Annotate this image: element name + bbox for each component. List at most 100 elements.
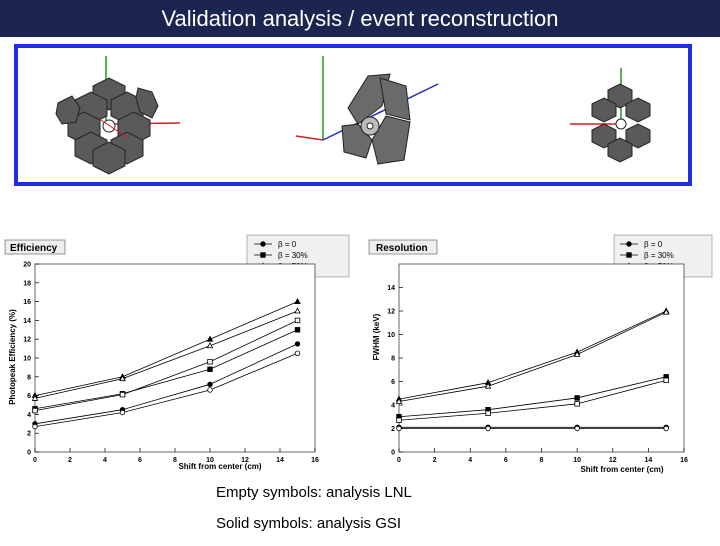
efficiency-data-point bbox=[294, 307, 301, 314]
resolution-xtick-label: 6 bbox=[504, 457, 508, 464]
efficiency-data-point bbox=[207, 387, 213, 393]
resolution-series-line-5 bbox=[398, 311, 667, 402]
efficiency-series-line-4 bbox=[34, 301, 298, 396]
resolution-ylabel: FWHM (keV) bbox=[372, 313, 381, 360]
note-solid-symbols: Solid symbols: analysis GSI bbox=[216, 515, 402, 532]
efficiency-data-point bbox=[294, 317, 301, 324]
efficiency-data-point bbox=[206, 335, 214, 342]
efficiency-data-point bbox=[32, 407, 38, 414]
resolution-legend-marker bbox=[626, 241, 632, 247]
efficiency-data-point bbox=[294, 297, 301, 304]
efficiency-data-point bbox=[32, 423, 38, 430]
efficiency-xtick-label: 12 bbox=[241, 457, 249, 464]
efficiency-ytick-label: 12 bbox=[23, 337, 31, 344]
resolution-title: Resolution bbox=[376, 243, 428, 254]
resolution-xtick-label: 8 bbox=[540, 457, 544, 464]
analysis-notes: Empty symbols: analysis LNL Solid symbol… bbox=[216, 484, 412, 546]
efficiency-legend-label: β = 0 bbox=[278, 240, 297, 249]
resolution-legend-label: β = 30% bbox=[644, 251, 674, 260]
resolution-data-point bbox=[485, 425, 491, 432]
detector-renderings bbox=[55, 56, 651, 175]
efficiency-ytick-label: 8 bbox=[27, 374, 31, 381]
efficiency-ytick-label: 18 bbox=[23, 280, 31, 287]
resolution-xtick-label: 0 bbox=[397, 457, 401, 464]
resolution-xtick-label: 2 bbox=[433, 457, 437, 464]
efficiency-series-line-5 bbox=[34, 310, 298, 399]
resolution-legend-label: β = 0 bbox=[644, 240, 663, 249]
efficiency-ytick-label: 4 bbox=[27, 412, 31, 419]
efficiency-ytick-label: 16 bbox=[23, 299, 31, 306]
detector-renderings-panel bbox=[14, 44, 692, 186]
efficiency-data-point bbox=[119, 391, 126, 398]
resolution-title-box bbox=[368, 239, 438, 255]
resolution-ytick-label: 6 bbox=[391, 379, 395, 386]
note-empty-symbols: Empty symbols: analysis LNL bbox=[216, 484, 412, 501]
efficiency-data-point bbox=[207, 381, 213, 388]
resolution-data-point bbox=[574, 425, 580, 432]
efficiency-ytick-label: 20 bbox=[23, 262, 31, 269]
resolution-series-line-4 bbox=[398, 310, 667, 400]
efficiency-xtick-label: 16 bbox=[311, 457, 319, 464]
efficiency-data-point bbox=[119, 375, 126, 382]
resolution-ytick-label: 14 bbox=[387, 285, 395, 292]
resolution-legend-marker bbox=[626, 252, 632, 258]
efficiency-data-point bbox=[294, 327, 301, 333]
efficiency-data-point bbox=[294, 341, 301, 347]
efficiency-title-box bbox=[4, 239, 66, 255]
efficiency-data-point bbox=[294, 350, 301, 356]
efficiency-xtick-label: 4 bbox=[103, 457, 107, 464]
resolution-data-point bbox=[662, 308, 670, 315]
resolution-xtick-label: 4 bbox=[468, 457, 472, 464]
efficiency-chart: Efficiency β = 0β = 30%β = 50% 024681012… bbox=[2, 232, 354, 476]
resolution-data-point bbox=[396, 425, 402, 432]
efficiency-plot-area bbox=[34, 263, 316, 453]
resolution-data-point bbox=[663, 425, 669, 432]
resolution-ytick-label: 4 bbox=[391, 403, 395, 410]
efficiency-xtick-label: 0 bbox=[33, 457, 37, 464]
efficiency-ytick-label: 0 bbox=[27, 450, 31, 457]
resolution-ytick-label: 8 bbox=[391, 356, 395, 363]
efficiency-data-point bbox=[207, 359, 213, 365]
efficiency-xlabel: Shift from center (cm) bbox=[178, 462, 261, 471]
efficiency-ytick-label: 2 bbox=[27, 431, 31, 438]
resolution-data-point bbox=[663, 377, 669, 384]
resolution-series-line-3 bbox=[398, 379, 667, 421]
efficiency-xtick-label: 6 bbox=[138, 457, 142, 464]
detector-render-front-view bbox=[55, 56, 181, 175]
efficiency-series-line-1 bbox=[34, 352, 298, 428]
efficiency-xtick-label: 10 bbox=[206, 457, 214, 464]
resolution-ytick-label: 10 bbox=[387, 332, 395, 339]
efficiency-legend-label: β = 30% bbox=[278, 251, 308, 260]
resolution-chart: Resolution β = 0β = 30%β = 50% 024681012… bbox=[364, 232, 716, 476]
efficiency-series-line-0 bbox=[34, 343, 298, 425]
efficiency-data-point bbox=[206, 342, 214, 349]
resolution-data-point bbox=[395, 397, 403, 404]
resolution-xtick-label: 12 bbox=[609, 457, 617, 464]
efficiency-ylabel: Photopeak Efficiency (%) bbox=[8, 309, 17, 405]
resolution-ytick-label: 12 bbox=[387, 309, 395, 316]
detector-render-rotated-view bbox=[570, 68, 651, 163]
efficiency-xtick-label: 14 bbox=[276, 457, 284, 464]
resolution-ytick-label: 0 bbox=[391, 450, 395, 457]
resolution-xlabel: Shift from center (cm) bbox=[580, 465, 663, 474]
efficiency-data-point bbox=[31, 394, 39, 401]
efficiency-data-point bbox=[207, 366, 213, 372]
efficiency-ytick-label: 14 bbox=[23, 318, 31, 325]
efficiency-series-line-2 bbox=[34, 329, 298, 410]
resolution-ytick-label: 2 bbox=[391, 426, 395, 433]
page-title: Validation analysis / event reconstructi… bbox=[0, 0, 720, 37]
resolution-xtick-label: 14 bbox=[644, 457, 652, 464]
resolution-plot-area bbox=[398, 263, 685, 453]
resolution-xtick-label: 10 bbox=[573, 457, 581, 464]
detector-render-side-view bbox=[295, 56, 439, 165]
efficiency-ytick-label: 10 bbox=[23, 356, 31, 363]
resolution-xtick-label: 16 bbox=[680, 457, 688, 464]
efficiency-legend-marker bbox=[260, 252, 266, 258]
efficiency-series-line-3 bbox=[34, 320, 298, 412]
efficiency-legend-marker bbox=[260, 241, 266, 247]
resolution-data-point bbox=[573, 350, 581, 357]
efficiency-ytick-label: 6 bbox=[27, 393, 31, 400]
resolution-data-point bbox=[574, 395, 580, 401]
resolution-data-point bbox=[574, 401, 580, 407]
resolution-data-point bbox=[396, 417, 402, 423]
